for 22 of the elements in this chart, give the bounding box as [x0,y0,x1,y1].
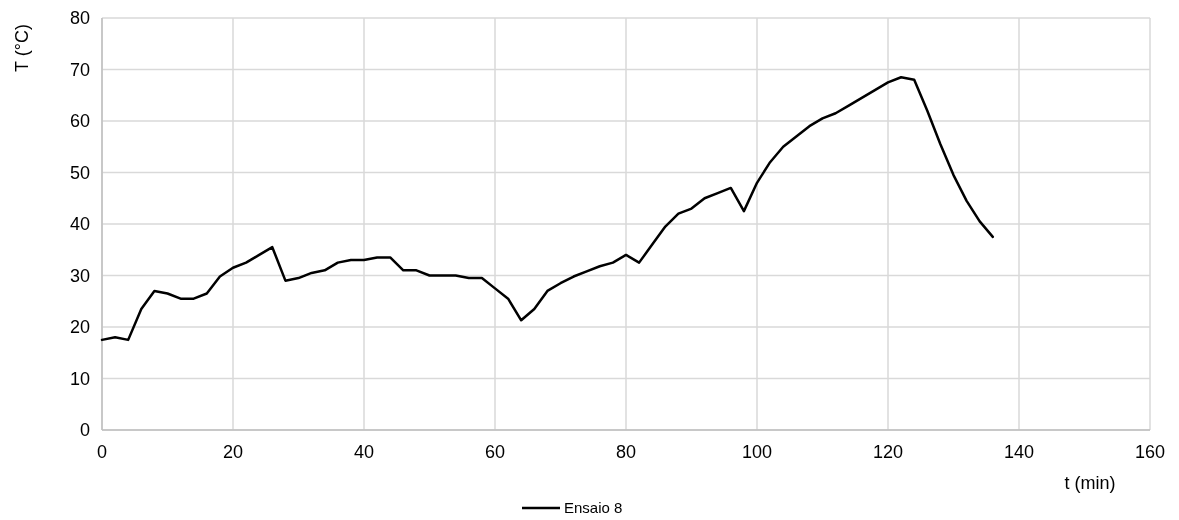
y-tick-label: 30 [69,265,90,286]
x-axis-title: t (min) [1064,473,1116,493]
y-tick-label: 60 [69,111,90,132]
x-tick-label: 40 [353,442,375,462]
x-tick-label: 160 [1134,442,1166,462]
x-tick-label: 0 [96,442,108,462]
y-axis-title: T (°C) [12,24,32,72]
y-tick-label: 50 [69,162,90,183]
y-tick-label: 10 [69,368,90,389]
x-tick-label: 120 [872,442,904,462]
x-tick-label: 60 [484,442,506,462]
y-tick-label: 40 [69,214,90,235]
legend-label: Ensaio 8 [564,499,623,517]
x-tick-label: 140 [1003,442,1035,462]
x-tick-label: 100 [741,442,773,462]
y-tick-label: 20 [69,317,90,338]
y-tick-label: 80 [69,8,90,29]
line-series [100,75,995,342]
y-tick-label: 70 [69,59,90,80]
y-tick-label: 0 [79,420,90,441]
x-tick-label: 20 [222,442,244,462]
x-tick-label: 80 [615,442,637,462]
